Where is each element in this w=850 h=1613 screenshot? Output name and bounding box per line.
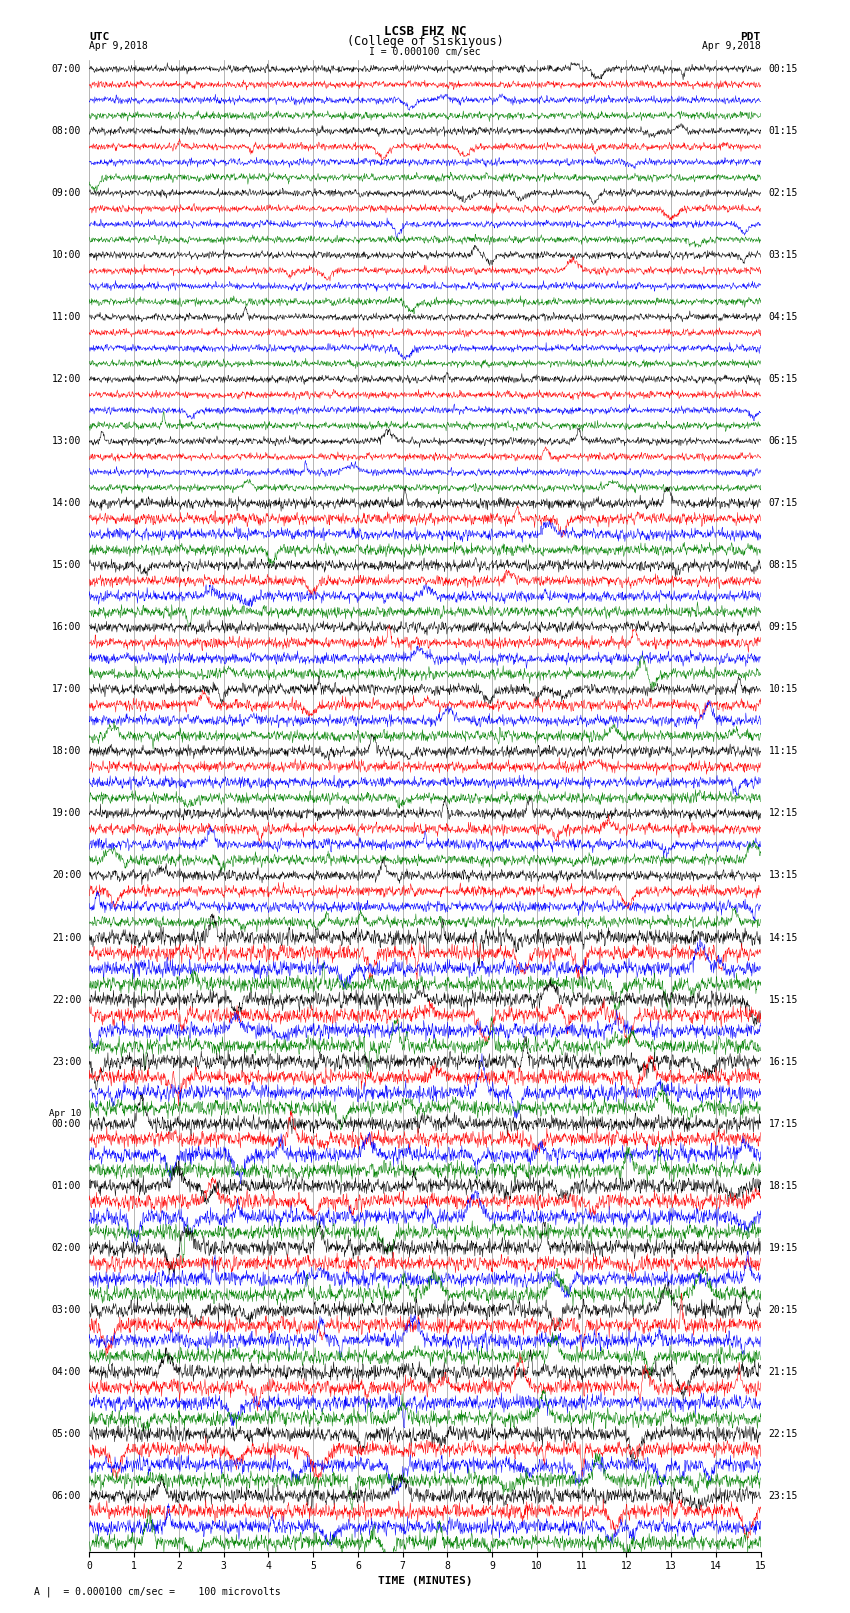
Text: 02:00: 02:00 [52, 1242, 82, 1253]
X-axis label: TIME (MINUTES): TIME (MINUTES) [377, 1576, 473, 1586]
Text: 10:15: 10:15 [768, 684, 798, 694]
Text: 12:00: 12:00 [52, 374, 82, 384]
Text: 16:00: 16:00 [52, 623, 82, 632]
Text: 04:15: 04:15 [768, 313, 798, 323]
Text: 04:00: 04:00 [52, 1366, 82, 1378]
Text: 03:00: 03:00 [52, 1305, 82, 1315]
Text: 22:15: 22:15 [768, 1429, 798, 1439]
Text: 23:00: 23:00 [52, 1057, 82, 1066]
Text: I = 0.000100 cm/sec: I = 0.000100 cm/sec [369, 47, 481, 56]
Text: 09:15: 09:15 [768, 623, 798, 632]
Text: 01:00: 01:00 [52, 1181, 82, 1190]
Text: 17:00: 17:00 [52, 684, 82, 694]
Text: 21:00: 21:00 [52, 932, 82, 942]
Text: 11:15: 11:15 [768, 747, 798, 756]
Text: 21:15: 21:15 [768, 1366, 798, 1378]
Text: (College of Siskiyous): (College of Siskiyous) [347, 35, 503, 48]
Text: 14:15: 14:15 [768, 932, 798, 942]
Text: 15:00: 15:00 [52, 560, 82, 571]
Text: 11:00: 11:00 [52, 313, 82, 323]
Text: 02:15: 02:15 [768, 189, 798, 198]
Text: 16:15: 16:15 [768, 1057, 798, 1066]
Text: 19:15: 19:15 [768, 1242, 798, 1253]
Text: 09:00: 09:00 [52, 189, 82, 198]
Text: 06:00: 06:00 [52, 1490, 82, 1500]
Text: 08:15: 08:15 [768, 560, 798, 571]
Text: 00:15: 00:15 [768, 65, 798, 74]
Text: 08:00: 08:00 [52, 126, 82, 135]
Text: 01:15: 01:15 [768, 126, 798, 135]
Text: 03:15: 03:15 [768, 250, 798, 260]
Text: LCSB EHZ NC: LCSB EHZ NC [383, 24, 467, 39]
Text: 14:00: 14:00 [52, 498, 82, 508]
Text: 13:00: 13:00 [52, 436, 82, 447]
Text: 07:00: 07:00 [52, 65, 82, 74]
Text: Apr 10: Apr 10 [49, 1110, 82, 1118]
Text: 17:15: 17:15 [768, 1119, 798, 1129]
Text: UTC: UTC [89, 32, 110, 42]
Text: 20:15: 20:15 [768, 1305, 798, 1315]
Text: 07:15: 07:15 [768, 498, 798, 508]
Text: 10:00: 10:00 [52, 250, 82, 260]
Text: Apr 9,2018: Apr 9,2018 [702, 40, 761, 52]
Text: 15:15: 15:15 [768, 995, 798, 1005]
Text: 18:00: 18:00 [52, 747, 82, 756]
Text: 06:15: 06:15 [768, 436, 798, 447]
Text: 23:15: 23:15 [768, 1490, 798, 1500]
Text: 05:00: 05:00 [52, 1429, 82, 1439]
Text: PDT: PDT [740, 32, 761, 42]
Text: 00:00: 00:00 [52, 1119, 82, 1129]
Text: 20:00: 20:00 [52, 871, 82, 881]
Text: Apr 9,2018: Apr 9,2018 [89, 40, 148, 52]
Text: 18:15: 18:15 [768, 1181, 798, 1190]
Text: 22:00: 22:00 [52, 995, 82, 1005]
Text: A |  = 0.000100 cm/sec =    100 microvolts: A | = 0.000100 cm/sec = 100 microvolts [34, 1586, 280, 1597]
Text: 13:15: 13:15 [768, 871, 798, 881]
Text: 12:15: 12:15 [768, 808, 798, 818]
Text: 05:15: 05:15 [768, 374, 798, 384]
Text: 19:00: 19:00 [52, 808, 82, 818]
